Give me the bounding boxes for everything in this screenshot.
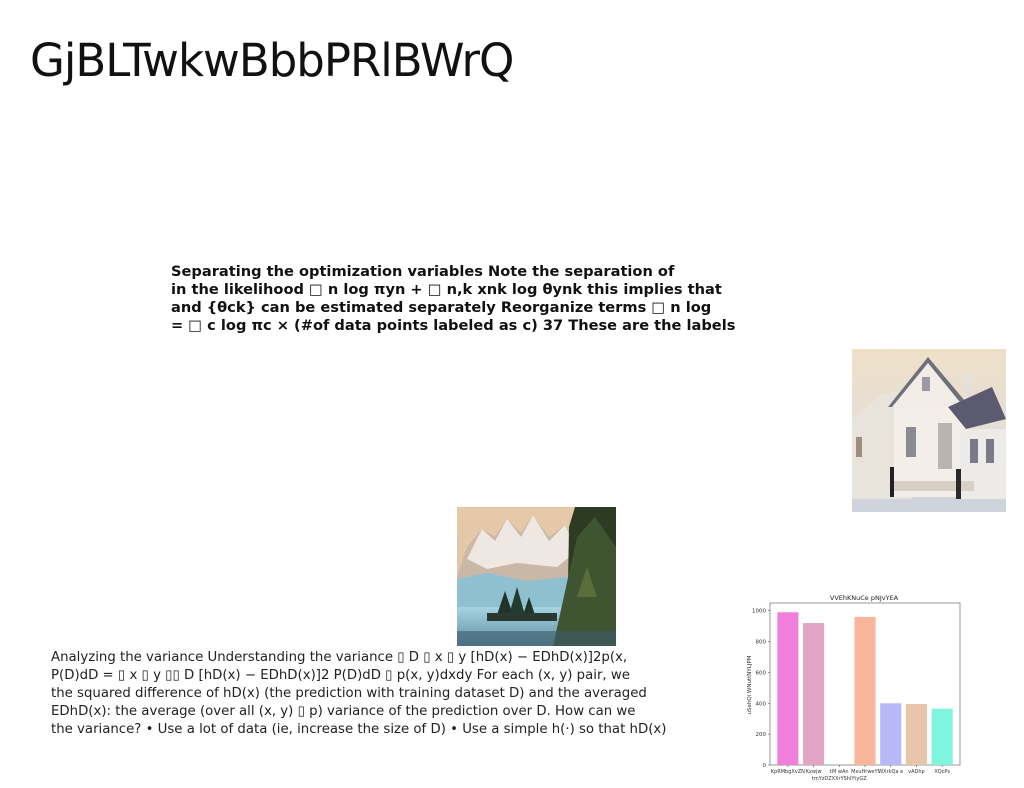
x-tick-label: vADhp [908,769,925,775]
house-photo [852,349,1006,512]
paragraph-line: Separating the optimization variables No… [171,263,675,280]
bar [931,708,953,765]
x-tick-label: Kxwjw [806,769,822,775]
bar [854,616,876,765]
y-tick-label: 600 [756,670,767,676]
page-title: GjBLTwkwBbbPRlBWrQ [30,34,514,87]
bar [905,704,927,765]
bar [777,612,799,765]
x-tick-label: KpRMbgXvZN [771,769,805,775]
x-tick-label: MxuHrweYl [851,769,879,775]
paragraph-line: the squared difference of hD(x) (the pre… [51,686,647,701]
y-tick-label: 400 [756,701,767,707]
paragraph-line: Analyzing the variance Understanding the… [51,650,628,665]
x-tick-label: tmYzDZXXrYShlYtyGZ [812,776,867,782]
y-tick-label: 800 [756,640,767,646]
paragraph-line: = □ c log πc × (#of data points labeled … [171,317,736,334]
paragraph-line: EDhD(x): the average (over all (x, y) ▯ … [51,704,636,719]
y-tick-label: 0 [763,763,767,769]
bar-chart: VVEhKNuCe pNJvYEA uSehQi WNuttNYLJPM 0 20… [747,594,961,782]
y-tick-label: 200 [756,732,767,738]
x-tick-label: WXrkQa e [878,769,903,775]
paragraph-line: P(D)dD = ▯ x ▯ y ▯▯ D [hD(x) − EDhD(x)]2… [51,668,630,683]
optimization-paragraph: Separating the optimization variables No… [171,263,811,335]
y-tick-label: 1000 [752,609,766,615]
chart-title: VVEhKNuCe pNJvYEA [830,594,899,602]
chart-y-axis-label: uSehQi WNuttNYLJPM [747,655,753,714]
chart-plot-area: 0 200 400 600 800 1000 KpRMbgXvZN Kxwjw tM wAntm… [752,602,961,782]
mountain-lake-photo [457,507,616,646]
x-tick-label: XQcPs [934,769,950,775]
paragraph-line: and {θck} can be estimated separately Re… [171,299,712,316]
bar [880,703,902,765]
variance-paragraph: Analyzing the variance Understanding the… [51,649,721,739]
paragraph-line: the variance? • Use a lot of data (ie, i… [51,722,667,737]
paragraph-line: in the likelihood □ n log πyn + □ n,k xn… [171,281,722,298]
bar [803,623,825,765]
x-tick-label: tM wAn [830,769,849,775]
